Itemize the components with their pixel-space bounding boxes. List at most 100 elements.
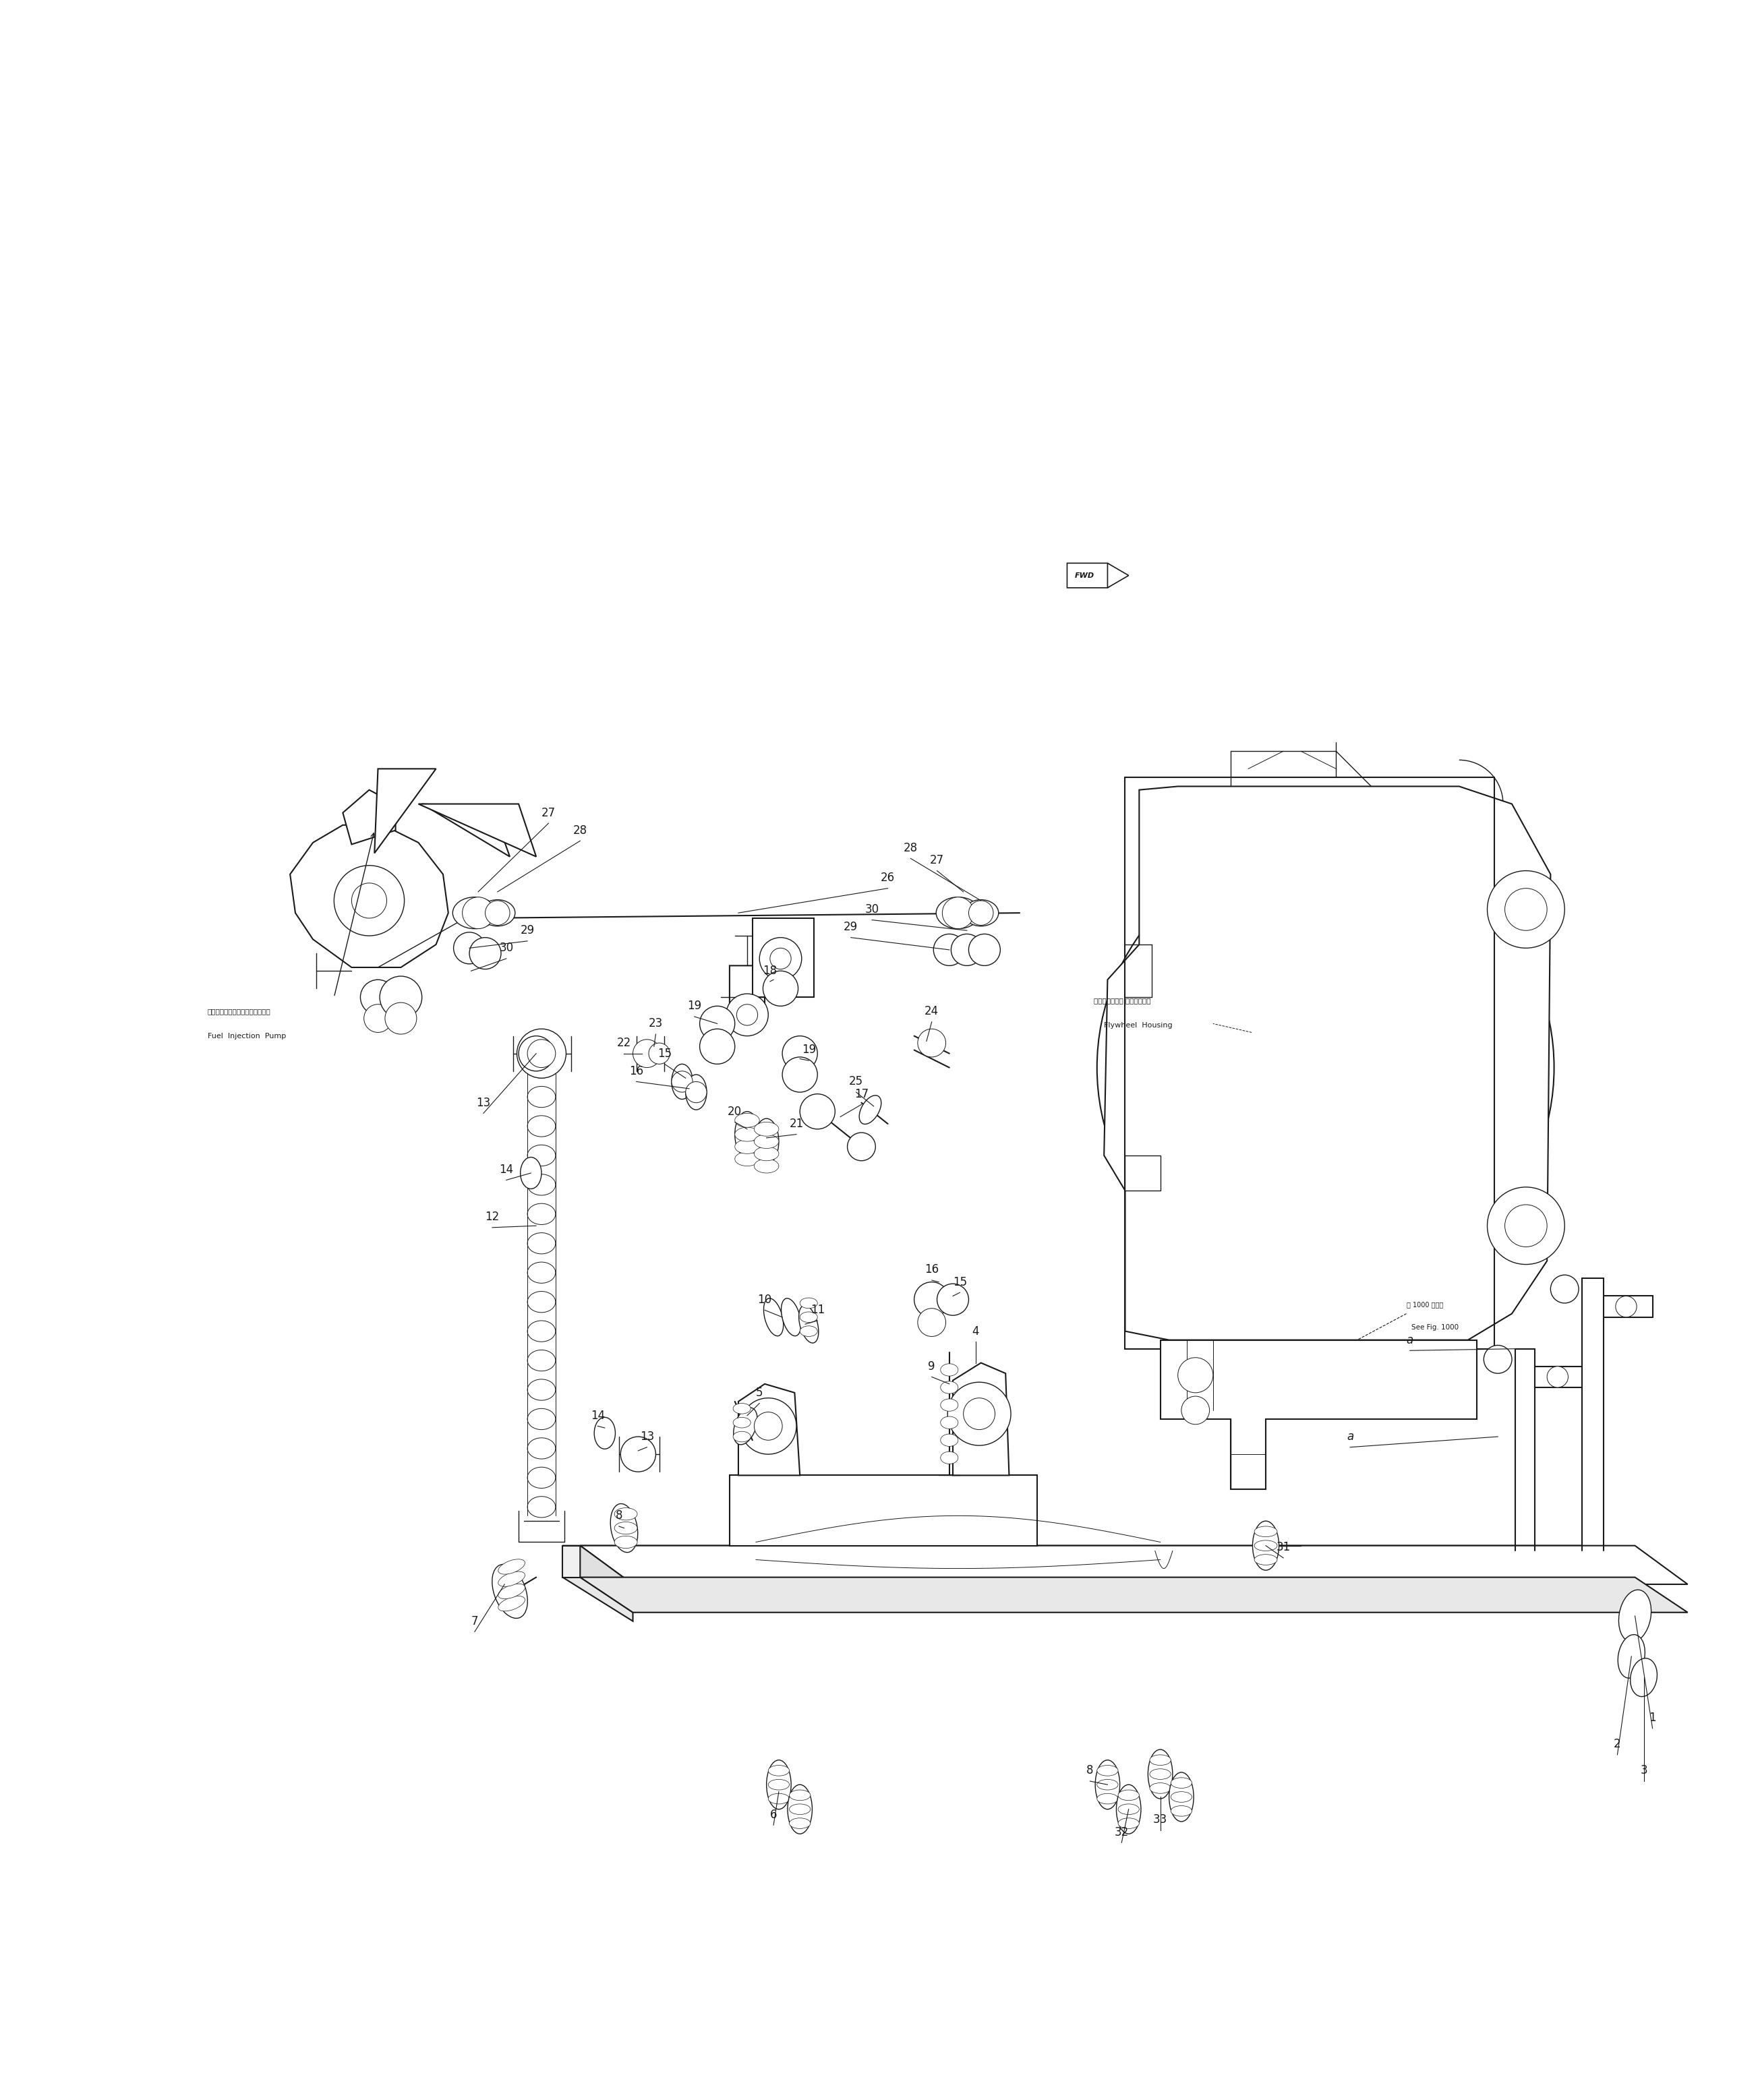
Circle shape [517, 1029, 566, 1077]
Polygon shape [422, 804, 510, 857]
Polygon shape [1108, 563, 1129, 588]
Circle shape [649, 1044, 670, 1065]
Ellipse shape [735, 1113, 759, 1128]
Circle shape [1505, 1205, 1547, 1247]
Polygon shape [730, 966, 765, 1033]
Ellipse shape [527, 1409, 556, 1430]
Text: 28: 28 [904, 842, 918, 855]
Ellipse shape [527, 1203, 556, 1224]
Ellipse shape [1148, 1749, 1173, 1800]
Ellipse shape [1171, 1806, 1192, 1816]
Circle shape [948, 1382, 1011, 1445]
Ellipse shape [735, 1153, 759, 1166]
Text: 13: 13 [476, 1096, 490, 1109]
Ellipse shape [527, 1174, 556, 1195]
Ellipse shape [527, 1144, 556, 1166]
Polygon shape [738, 1384, 800, 1476]
Ellipse shape [527, 1321, 556, 1342]
Ellipse shape [941, 1415, 958, 1428]
Ellipse shape [735, 1140, 759, 1153]
Polygon shape [563, 1546, 633, 1621]
Ellipse shape [941, 1434, 958, 1447]
Ellipse shape [754, 1119, 779, 1163]
Circle shape [1097, 840, 1554, 1296]
Text: a: a [1406, 1334, 1413, 1346]
Circle shape [462, 897, 494, 928]
Text: 24: 24 [925, 1006, 939, 1016]
Circle shape [1181, 1396, 1210, 1424]
Ellipse shape [492, 1564, 527, 1619]
Circle shape [1194, 937, 1457, 1199]
Polygon shape [418, 804, 536, 857]
Text: 15: 15 [953, 1277, 967, 1287]
Ellipse shape [1630, 1659, 1658, 1697]
Circle shape [1551, 1275, 1579, 1304]
Text: 14: 14 [499, 1163, 513, 1176]
Ellipse shape [963, 899, 999, 926]
Circle shape [754, 1411, 782, 1441]
Ellipse shape [941, 1382, 958, 1394]
Text: 30: 30 [499, 943, 513, 953]
Text: 29: 29 [844, 922, 858, 932]
Ellipse shape [527, 1468, 556, 1489]
Text: 16: 16 [925, 1264, 939, 1277]
Circle shape [686, 1082, 707, 1103]
Ellipse shape [614, 1508, 636, 1520]
Circle shape [933, 934, 965, 966]
Ellipse shape [754, 1147, 779, 1161]
Ellipse shape [733, 1418, 751, 1428]
Circle shape [527, 1040, 556, 1067]
Text: Fuel  Injection  Pump: Fuel Injection Pump [207, 1033, 287, 1040]
Circle shape [800, 1094, 835, 1130]
Ellipse shape [941, 1363, 958, 1376]
Ellipse shape [1171, 1777, 1192, 1789]
Text: 19: 19 [687, 1000, 701, 1012]
Ellipse shape [1150, 1756, 1171, 1766]
Ellipse shape [1118, 1819, 1139, 1829]
Circle shape [700, 1006, 735, 1042]
Ellipse shape [527, 1438, 556, 1459]
Text: 2: 2 [1614, 1739, 1621, 1749]
Circle shape [352, 882, 387, 918]
Text: 23: 23 [649, 1018, 663, 1029]
Ellipse shape [789, 1819, 810, 1829]
Text: Flywheel  Housing: Flywheel Housing [1104, 1023, 1173, 1029]
Ellipse shape [754, 1121, 779, 1136]
Ellipse shape [754, 1159, 779, 1174]
Text: 30: 30 [865, 903, 879, 916]
Ellipse shape [498, 1583, 526, 1598]
Circle shape [700, 1029, 735, 1065]
Ellipse shape [766, 1760, 791, 1810]
Polygon shape [1125, 1155, 1160, 1191]
Circle shape [740, 1399, 796, 1453]
Ellipse shape [672, 1065, 693, 1098]
Text: 11: 11 [810, 1304, 825, 1317]
Text: 14: 14 [591, 1409, 605, 1422]
Text: 5: 5 [756, 1386, 763, 1399]
Circle shape [969, 934, 1000, 966]
Ellipse shape [768, 1793, 789, 1804]
Ellipse shape [594, 1418, 615, 1449]
Circle shape [937, 1283, 969, 1315]
Text: a: a [1347, 1430, 1354, 1443]
Polygon shape [580, 1546, 633, 1613]
Circle shape [737, 1004, 758, 1025]
Text: 9: 9 [928, 1361, 935, 1373]
Circle shape [485, 901, 510, 926]
Circle shape [759, 937, 802, 981]
Ellipse shape [498, 1558, 526, 1575]
Polygon shape [580, 1577, 1688, 1613]
Ellipse shape [735, 1111, 759, 1157]
Ellipse shape [1253, 1554, 1276, 1564]
Text: 27: 27 [541, 806, 556, 819]
Ellipse shape [733, 1407, 758, 1445]
Ellipse shape [614, 1522, 636, 1535]
Ellipse shape [1617, 1634, 1645, 1678]
Ellipse shape [686, 1075, 707, 1109]
Polygon shape [343, 790, 396, 844]
Text: 8: 8 [615, 1510, 622, 1522]
Ellipse shape [935, 897, 981, 928]
Circle shape [951, 934, 983, 966]
Circle shape [918, 1308, 946, 1336]
Ellipse shape [527, 1233, 556, 1254]
